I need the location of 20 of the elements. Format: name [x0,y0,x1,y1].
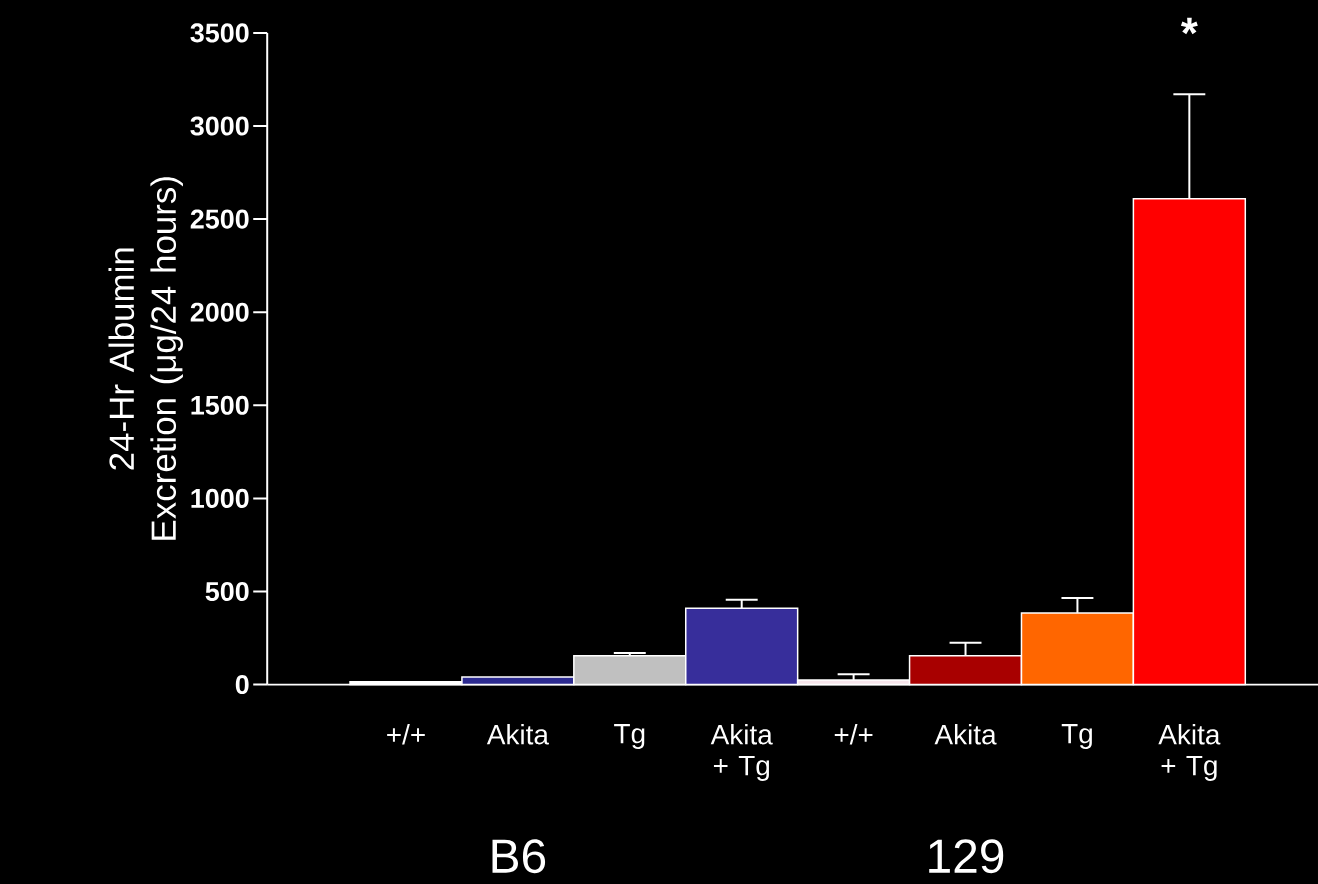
y-tick-label: 3000 [190,116,249,136]
x-tick-label: +/+ [834,723,873,745]
y-tick-label: 0 [235,674,249,695]
y-tick-label: 2500 [190,209,249,229]
text: 129 [929,839,1004,874]
x-tick-label: Akita + Tg [1158,723,1221,781]
x-tick-label: Tg [1061,723,1092,749]
y-tick-label: 1000 [191,488,249,508]
x-tick-label: Akita [934,723,997,745]
x-tick-label: +/+ [387,723,425,745]
x-tick-label: Akita [486,723,549,745]
y-tick-label: 500 [205,581,249,601]
annotation: * [1180,17,1198,35]
y-tick-label: 3500 [190,23,249,43]
x-tick-label: Akita + Tg [710,723,773,781]
y-axis-title: 24-Hr Albumin Excretion (μg/24 hours) [108,177,183,540]
text: B6 [492,839,546,874]
y-tick-label: 2000 [190,302,249,322]
y-tick-label: 1500 [191,395,249,415]
x-tick-label: Tg [614,723,645,749]
